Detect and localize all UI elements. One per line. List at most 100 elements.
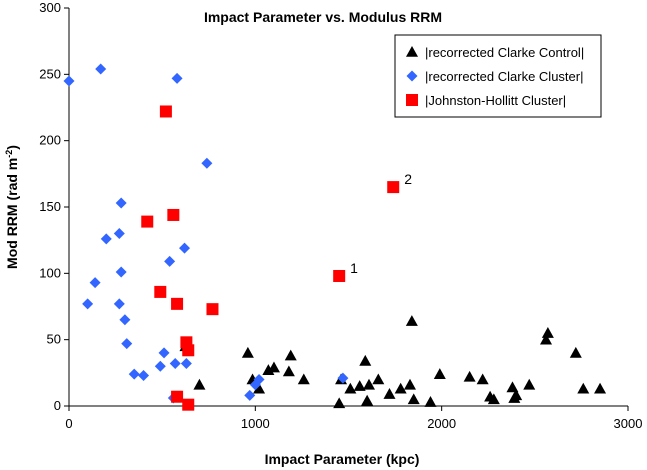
y-tick-label: 0 <box>54 398 61 413</box>
control-point <box>463 370 476 382</box>
clarke-cluster-point <box>115 197 127 209</box>
clarke-cluster-point <box>82 298 94 310</box>
johnston-hollitt-point <box>333 269 346 282</box>
clarke-cluster-point <box>63 75 75 87</box>
annotations: 12 <box>350 171 412 276</box>
clarke-cluster-point <box>249 379 261 391</box>
legend-label: |recorrected Clarke Cluster| <box>425 69 583 84</box>
legend-marker-control-point <box>406 46 418 57</box>
y-tick-label: 250 <box>39 66 61 81</box>
control-point <box>241 346 254 358</box>
control-point <box>282 365 295 377</box>
johnston-hollitt-point <box>171 390 184 403</box>
control-point <box>569 346 582 358</box>
control-point <box>267 361 280 373</box>
control-point <box>541 327 554 338</box>
x-tick-label: 0 <box>65 416 72 431</box>
point-annotation: 1 <box>350 260 358 276</box>
series-johnston-hollitt-point <box>141 105 400 411</box>
control-point <box>487 393 500 405</box>
x-tick-label: 1000 <box>241 416 270 431</box>
control-point <box>510 389 523 401</box>
y-tick-label: 50 <box>47 332 61 347</box>
legend-marker-clarke-cluster-point <box>406 70 418 82</box>
legend-label: |Johnston-Hollitt Cluster| <box>425 93 566 108</box>
legend-box <box>394 34 602 118</box>
control-point <box>372 373 385 385</box>
control-point <box>361 394 374 406</box>
clarke-cluster-point <box>115 266 127 278</box>
johnston-hollitt-point <box>167 208 180 221</box>
johnston-hollitt-point <box>159 105 172 118</box>
y-tick-label: 150 <box>39 199 61 214</box>
johnston-hollitt-point <box>387 181 400 194</box>
clarke-cluster-point <box>171 72 183 84</box>
y-axis-title-main: Mod RRM (rad m <box>4 158 20 269</box>
control-point <box>523 378 536 390</box>
series-clarke-cluster-point <box>63 63 349 404</box>
control-point <box>476 373 489 385</box>
control-point <box>193 378 206 390</box>
chart-title: Impact Parameter vs. Modulus RRM <box>204 9 442 25</box>
clarke-cluster-point <box>113 298 125 310</box>
clarke-cluster-point <box>244 389 256 401</box>
x-tick-label: 2000 <box>427 416 456 431</box>
clarke-cluster-point <box>113 228 125 240</box>
y-axis-title-end: ) <box>4 145 20 150</box>
clarke-cluster-point <box>179 242 191 254</box>
series-control-point <box>179 315 607 409</box>
control-point <box>359 354 372 366</box>
clarke-cluster-point <box>89 277 101 289</box>
legend-label: |recorrected Clarke Control| <box>425 45 584 60</box>
control-point <box>403 378 416 390</box>
control-point <box>577 382 590 394</box>
johnston-hollitt-point <box>154 285 167 298</box>
y-axis-title-superscript: -2 <box>4 150 14 158</box>
control-point <box>362 378 375 390</box>
legend-marker-johnston-hollitt-point <box>406 94 418 106</box>
clarke-cluster-point <box>121 338 133 350</box>
johnston-hollitt-point <box>182 398 195 411</box>
clarke-cluster-point <box>154 360 166 372</box>
control-point <box>594 382 607 394</box>
legend: |recorrected Clarke Control| |recorrected… <box>394 34 602 118</box>
control-point <box>424 396 437 407</box>
control-point <box>407 393 420 405</box>
control-point <box>344 382 357 394</box>
johnston-hollitt-point <box>182 344 195 357</box>
data-marks <box>63 63 607 411</box>
johnston-hollitt-point <box>206 303 219 316</box>
clarke-cluster-point <box>164 255 176 267</box>
johnston-hollitt-point <box>141 215 154 228</box>
clarke-cluster-point <box>337 372 349 384</box>
point-annotation: 2 <box>404 171 412 187</box>
control-point <box>383 388 396 399</box>
y-tick-label: 300 <box>39 0 61 15</box>
clarke-cluster-point <box>100 233 112 245</box>
control-point <box>284 349 297 361</box>
control-point <box>433 368 446 379</box>
control-point <box>353 380 366 391</box>
control-point <box>333 397 346 409</box>
control-point <box>253 382 266 394</box>
clarke-cluster-point <box>253 373 265 385</box>
clarke-cluster-point <box>95 63 107 75</box>
clarke-cluster-point <box>128 368 140 380</box>
clarke-cluster-point <box>169 358 181 370</box>
control-point <box>297 373 310 385</box>
clarke-cluster-point <box>201 157 213 169</box>
control-point <box>405 315 418 326</box>
clarke-cluster-point <box>180 358 192 370</box>
y-axis-title: Mod RRM (rad m-2) <box>4 145 20 269</box>
johnston-hollitt-point <box>171 297 184 310</box>
control-point <box>394 382 407 394</box>
control-point <box>540 333 553 345</box>
clarke-cluster-point <box>158 347 170 359</box>
clarke-cluster-point <box>138 369 150 381</box>
y-tick-label: 100 <box>39 265 61 280</box>
control-point <box>506 381 519 393</box>
clarke-cluster-point <box>119 314 131 326</box>
y-tick-label: 200 <box>39 133 61 148</box>
